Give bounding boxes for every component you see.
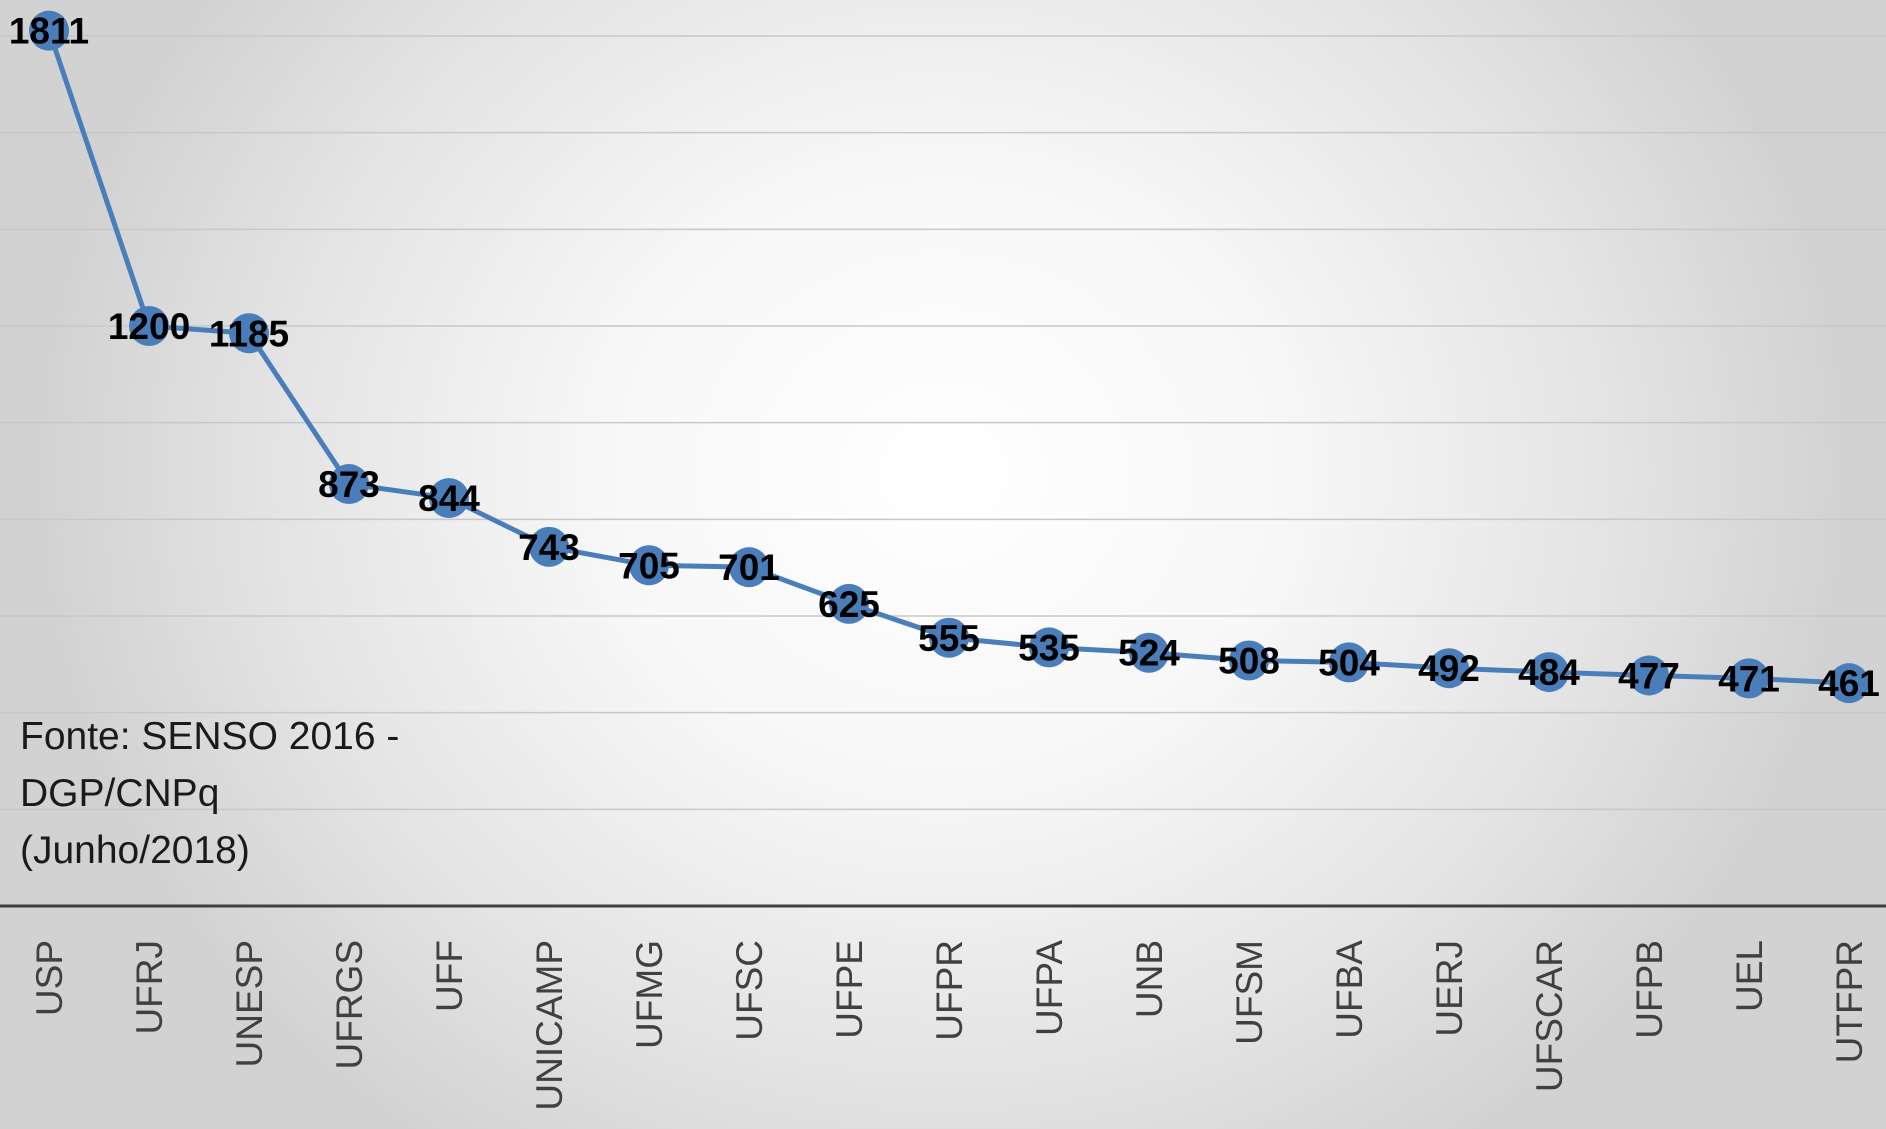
x-tick-label-ufsm: UFSM <box>1229 940 1270 1045</box>
data-point-uff <box>429 478 469 519</box>
x-tick-label-unicamp: UNICAMP <box>529 940 570 1111</box>
source-note-line-1: Fonte: SENSO 2016 - <box>20 715 400 758</box>
data-point-unicamp <box>529 526 569 567</box>
x-tick-label-ufrj: UFRJ <box>129 940 170 1035</box>
source-note: Fonte: SENSO 2016 - DGP/CNPq (Junho/2018… <box>20 708 450 879</box>
data-point-ufsm <box>1229 640 1269 681</box>
x-tick-label-ufrgs: UFRGS <box>329 940 370 1070</box>
data-label-ufpe: 625 <box>818 584 880 625</box>
data-label-unb: 524 <box>1118 633 1180 674</box>
data-point-ufsc <box>729 547 769 588</box>
data-label-unesp: 1185 <box>209 313 289 354</box>
data-label-ufba: 504 <box>1318 642 1380 683</box>
data-point-ufscar <box>1529 652 1569 693</box>
x-tick-label-usp: USP <box>29 940 70 1016</box>
data-point-ufpe <box>829 583 869 624</box>
x-tick-label-ufpb: UFPB <box>1629 940 1670 1039</box>
data-label-ufsm: 508 <box>1218 640 1280 681</box>
source-note-line-3: (Junho/2018) <box>20 829 250 872</box>
data-label-ufscar: 484 <box>1518 652 1580 693</box>
x-tick-label-ufba: UFBA <box>1329 940 1370 1039</box>
data-label-ufrj: 1200 <box>108 306 190 347</box>
data-label-ufpr: 555 <box>918 618 980 659</box>
data-label-ufsc: 701 <box>718 547 780 588</box>
x-tick-label-utfpr: UTFPR <box>1829 940 1870 1063</box>
x-tick-label-ufsc: UFSC <box>729 940 770 1041</box>
data-point-ufmg <box>629 545 669 586</box>
data-point-usp <box>29 10 69 51</box>
x-tick-label-ufpa: UFPA <box>1029 940 1070 1036</box>
series-line <box>46 29 1850 686</box>
source-note-line-2: DGP/CNPq <box>20 772 220 815</box>
data-labels: 1811 1200 1185 873 844 743 705 701 625 555 535 524 5… <box>9 11 1880 705</box>
data-label-utfpr: 461 <box>1818 663 1880 704</box>
x-tick-label-uel: UEL <box>1729 940 1770 1012</box>
data-point-ufpb <box>1629 655 1669 696</box>
x-tick-label-ufpe: UFPE <box>829 940 870 1039</box>
data-label-ufpb: 477 <box>1618 655 1680 696</box>
x-tick-label-ufscar: UFSCAR <box>1529 940 1570 1092</box>
data-point-unesp <box>229 313 269 354</box>
data-point-ufba <box>1329 642 1369 683</box>
data-point-unb <box>1129 632 1169 673</box>
data-label-unicamp: 743 <box>518 527 580 568</box>
data-label-uerj: 492 <box>1418 648 1480 689</box>
data-point-ufrgs <box>329 464 369 505</box>
data-point-utfpr <box>1829 663 1869 704</box>
x-tick-labels: USP UFRJ UNESP UFRGS UFF UNICAMP UFMG UFSC UFPE U… <box>29 940 1870 1111</box>
data-point-ufpr <box>929 617 969 658</box>
data-label-uel: 471 <box>1718 658 1780 699</box>
x-tick-label-uerj: UERJ <box>1429 940 1470 1037</box>
x-tick-label-ufmg: UFMG <box>629 940 670 1049</box>
x-tick-label-uff: UFF <box>429 940 470 1012</box>
gridlines <box>0 35 1886 811</box>
x-tick-label-unb: UNB <box>1129 940 1170 1018</box>
data-markers <box>29 10 1869 704</box>
data-point-uerj <box>1429 648 1469 689</box>
data-label-usp: 1811 <box>9 11 89 52</box>
data-point-ufpa <box>1029 627 1069 668</box>
data-point-ufrj <box>129 306 169 346</box>
data-label-ufmg: 705 <box>618 545 680 586</box>
x-tick-label-unesp: UNESP <box>229 940 270 1067</box>
x-tick-label-ufpr: UFPR <box>929 940 970 1041</box>
data-point-uel <box>1729 658 1769 699</box>
data-label-uff: 844 <box>418 478 480 519</box>
data-label-ufpa: 535 <box>1018 627 1080 668</box>
data-label-ufrgs: 873 <box>318 464 380 505</box>
